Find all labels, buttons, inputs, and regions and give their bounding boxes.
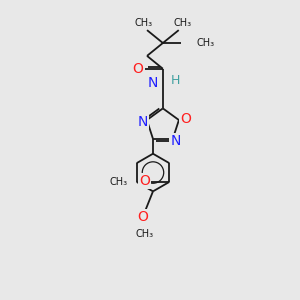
Text: N: N — [148, 76, 158, 90]
Text: N: N — [171, 134, 181, 148]
Text: CH₃: CH₃ — [110, 177, 128, 187]
Text: H: H — [171, 74, 180, 87]
Text: N: N — [138, 115, 148, 129]
Text: CH₃: CH₃ — [196, 38, 215, 48]
Text: O: O — [133, 62, 143, 76]
Text: CH₃: CH₃ — [134, 18, 152, 28]
Text: CH₃: CH₃ — [174, 18, 192, 28]
Text: O: O — [139, 174, 150, 188]
Text: CH₃: CH₃ — [136, 229, 154, 239]
Text: O: O — [180, 112, 191, 126]
Text: O: O — [138, 210, 148, 224]
